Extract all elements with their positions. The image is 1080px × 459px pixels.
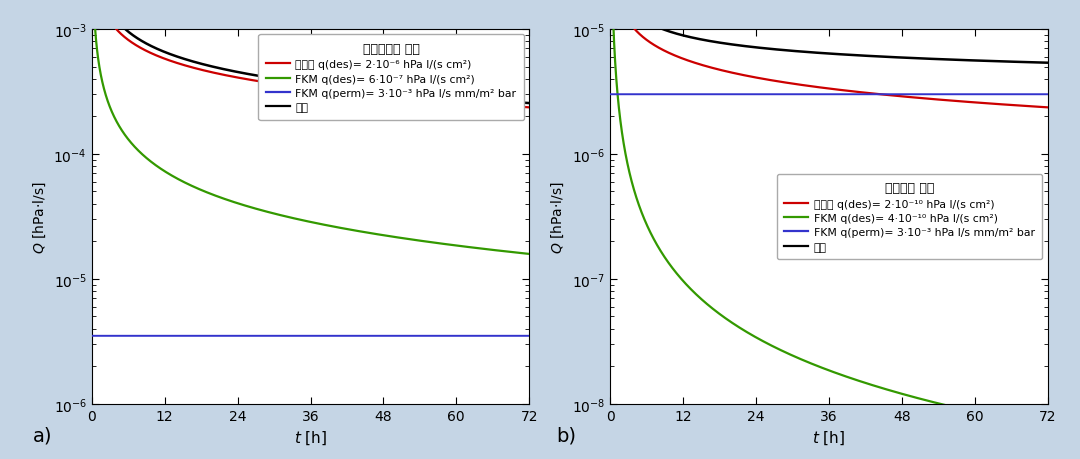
Y-axis label: $Q$ [hPa·l/s]: $Q$ [hPa·l/s] <box>550 180 566 253</box>
X-axis label: $t$ [h]: $t$ [h] <box>812 428 846 446</box>
X-axis label: $t$ [h]: $t$ [h] <box>294 428 327 446</box>
Legend: 不锈鑄 q(des)= 2·10⁻¹⁰ hPa l/(s cm²), FKM q(des)= 4·10⁻¹⁰ hPa l/(s cm²), FKM q(perm: 不锈鑄 q(des)= 2·10⁻¹⁰ hPa l/(s cm²), FKM q… <box>777 174 1042 259</box>
Text: b): b) <box>556 425 577 445</box>
Y-axis label: $Q$ [hPa·l/s]: $Q$ [hPa·l/s] <box>31 180 48 253</box>
Text: a): a) <box>32 425 52 445</box>
Legend: 不锈鑄 q(des)= 2·10⁻⁶ hPa l/(s cm²), FKM q(des)= 6·10⁻⁷ hPa l/(s cm²), FKM q(perm)=: 不锈鑄 q(des)= 2·10⁻⁶ hPa l/(s cm²), FKM q(… <box>258 35 524 121</box>
